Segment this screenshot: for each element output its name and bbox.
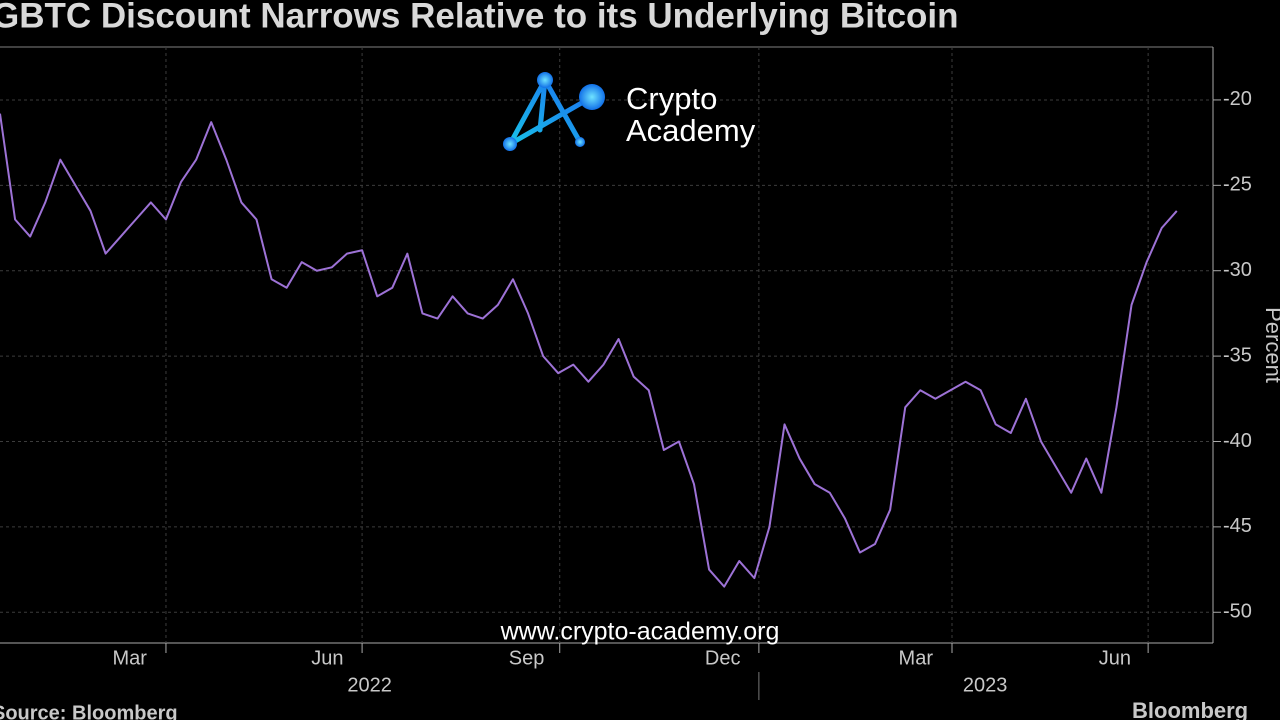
y-axis-label: Percent [1261, 307, 1280, 383]
y-tick-label: -25 [1223, 174, 1252, 196]
y-tick-label: -20 [1223, 88, 1252, 110]
x-tick-label: Jun [1099, 647, 1131, 669]
x-tick-label: Mar [899, 647, 934, 669]
y-tick-label: -45 [1223, 515, 1252, 537]
line-series [0, 113, 1178, 588]
x-year-label: 2023 [963, 674, 1008, 696]
logo: Crypto Academy [503, 72, 756, 151]
x-tick-label: Dec [705, 647, 741, 669]
y-tick-label: -35 [1223, 344, 1252, 366]
x-tick-label: Jun [311, 647, 343, 669]
watermark-url: www.crypto-academy.org [500, 618, 780, 646]
source: Source: Bloomberg [0, 702, 178, 720]
y-tick-label: -30 [1223, 259, 1252, 281]
x-tick-label: Mar [113, 647, 148, 669]
x-year-label: 2022 [347, 674, 392, 696]
logo-node [575, 137, 585, 147]
logo-text: Academy [626, 113, 756, 148]
logo-node [579, 84, 605, 110]
logo-text: Crypto [626, 81, 717, 116]
y-tick-label: -40 [1223, 430, 1252, 452]
chart-title: GBTC Discount Narrows Relative to its Un… [0, 0, 959, 35]
y-tick-label: -50 [1223, 601, 1252, 623]
logo-node [537, 72, 553, 88]
x-tick-label: Sep [509, 647, 545, 669]
logo-node [503, 137, 517, 151]
brand: Bloomberg [1132, 698, 1248, 720]
